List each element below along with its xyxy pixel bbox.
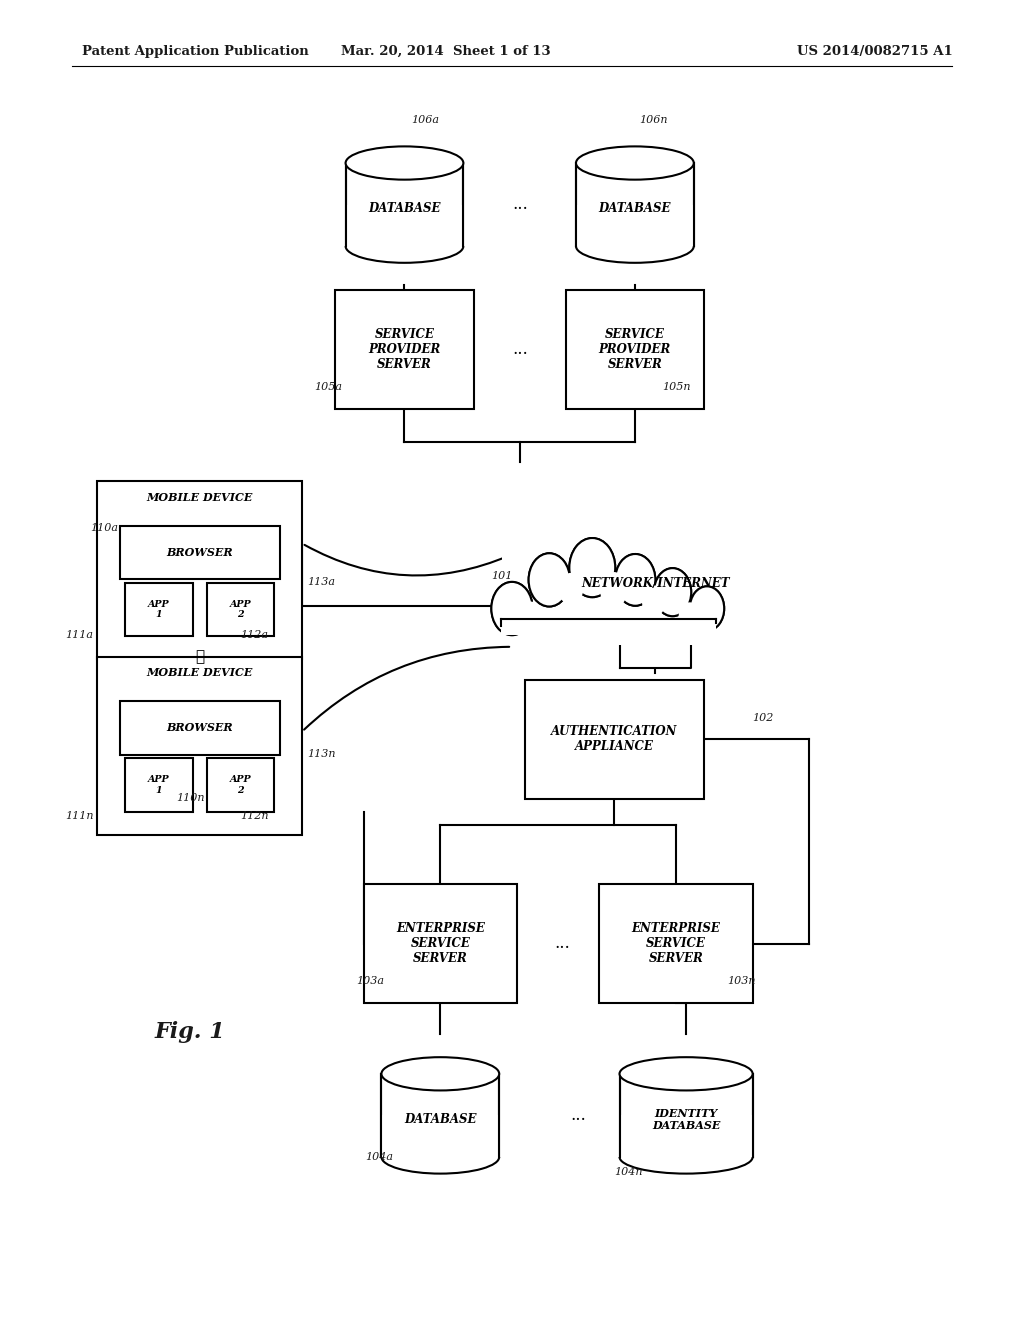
FancyBboxPatch shape xyxy=(336,290,473,409)
Ellipse shape xyxy=(575,147,694,180)
Circle shape xyxy=(569,539,615,597)
Circle shape xyxy=(615,554,655,606)
Text: DATABASE: DATABASE xyxy=(404,1113,476,1126)
Bar xyxy=(346,162,463,246)
Text: 111a: 111a xyxy=(66,630,93,640)
Text: 106a: 106a xyxy=(412,115,439,125)
FancyBboxPatch shape xyxy=(97,482,302,660)
FancyBboxPatch shape xyxy=(565,290,705,409)
Text: ...: ... xyxy=(512,342,528,358)
Text: 112a: 112a xyxy=(241,630,268,640)
Text: 113a: 113a xyxy=(307,577,335,587)
Ellipse shape xyxy=(575,230,694,263)
Ellipse shape xyxy=(381,1140,500,1173)
FancyBboxPatch shape xyxy=(125,758,193,812)
Text: 106n: 106n xyxy=(639,115,668,125)
Text: 110a: 110a xyxy=(90,523,118,533)
Bar xyxy=(498,570,719,645)
Circle shape xyxy=(528,553,570,606)
Ellipse shape xyxy=(345,230,463,263)
Text: APP
1: APP 1 xyxy=(147,599,170,619)
Text: 112n: 112n xyxy=(241,810,269,821)
Text: 105n: 105n xyxy=(663,381,691,392)
Text: SERVICE
PROVIDER
SERVER: SERVICE PROVIDER SERVER xyxy=(369,329,440,371)
Text: 113n: 113n xyxy=(307,748,336,759)
Bar xyxy=(502,544,716,645)
Text: US 2014/0082715 A1: US 2014/0082715 A1 xyxy=(797,45,952,58)
Text: 110n: 110n xyxy=(176,792,205,803)
Text: MOBILE DEVICE: MOBILE DEVICE xyxy=(146,668,253,678)
Text: 102: 102 xyxy=(753,713,774,723)
Circle shape xyxy=(642,585,666,616)
Text: Fig. 1: Fig. 1 xyxy=(154,1022,225,1043)
Text: ENTERPRISE
SERVICE
SERVER: ENTERPRISE SERVICE SERVER xyxy=(632,923,720,965)
Bar xyxy=(620,1074,753,1156)
Bar xyxy=(501,619,717,635)
Text: 105a: 105a xyxy=(314,381,342,392)
Text: ENTERPRISE
SERVICE
SERVER: ENTERPRISE SERVICE SERVER xyxy=(396,923,484,965)
Circle shape xyxy=(518,602,543,634)
FancyBboxPatch shape xyxy=(524,680,705,799)
Ellipse shape xyxy=(575,147,694,180)
Circle shape xyxy=(528,553,570,606)
Bar xyxy=(575,162,694,246)
Circle shape xyxy=(492,582,532,635)
Text: ...: ... xyxy=(512,197,528,213)
Text: APP
2: APP 2 xyxy=(229,599,252,619)
Text: 104a: 104a xyxy=(366,1151,393,1162)
Text: APP
1: APP 1 xyxy=(147,775,170,795)
Text: AUTHENTICATION
APPLIANCE: AUTHENTICATION APPLIANCE xyxy=(551,725,678,754)
Text: Patent Application Publication: Patent Application Publication xyxy=(82,45,308,58)
Text: 111n: 111n xyxy=(66,810,94,821)
Text: 103a: 103a xyxy=(356,975,384,986)
Circle shape xyxy=(600,572,628,607)
Ellipse shape xyxy=(381,1057,500,1090)
Circle shape xyxy=(558,573,583,605)
Text: Mar. 20, 2014  Sheet 1 of 13: Mar. 20, 2014 Sheet 1 of 13 xyxy=(341,45,550,58)
FancyBboxPatch shape xyxy=(120,525,280,579)
Bar xyxy=(620,1115,752,1156)
FancyBboxPatch shape xyxy=(599,884,753,1003)
Circle shape xyxy=(690,586,724,631)
Circle shape xyxy=(615,554,655,606)
Bar xyxy=(346,205,463,246)
Ellipse shape xyxy=(620,1057,753,1090)
Circle shape xyxy=(679,602,701,631)
FancyBboxPatch shape xyxy=(207,758,274,812)
Circle shape xyxy=(690,586,724,631)
FancyBboxPatch shape xyxy=(207,582,274,636)
FancyBboxPatch shape xyxy=(125,582,193,636)
Text: SERVICE
PROVIDER
SERVER: SERVICE PROVIDER SERVER xyxy=(599,329,671,371)
Text: IDENTITY
DATABASE: IDENTITY DATABASE xyxy=(652,1107,720,1131)
Bar xyxy=(620,628,691,668)
Ellipse shape xyxy=(345,147,463,180)
Text: ⋮: ⋮ xyxy=(196,651,204,664)
Text: 103n: 103n xyxy=(727,975,756,986)
FancyBboxPatch shape xyxy=(120,701,280,755)
Text: ...: ... xyxy=(554,936,570,952)
Text: 101: 101 xyxy=(492,570,513,581)
Bar xyxy=(577,205,693,246)
Text: ...: ... xyxy=(570,1107,587,1123)
Circle shape xyxy=(654,568,691,616)
FancyBboxPatch shape xyxy=(364,884,517,1003)
Ellipse shape xyxy=(620,1057,753,1090)
Text: MOBILE DEVICE: MOBILE DEVICE xyxy=(146,492,253,503)
Text: NETWORK/INTERNET: NETWORK/INTERNET xyxy=(581,577,730,590)
Text: DATABASE: DATABASE xyxy=(369,202,440,215)
FancyBboxPatch shape xyxy=(97,657,302,836)
Text: APP
2: APP 2 xyxy=(229,775,252,795)
Text: DATABASE: DATABASE xyxy=(599,202,671,215)
Text: BROWSER: BROWSER xyxy=(166,722,233,734)
Ellipse shape xyxy=(345,147,463,180)
Circle shape xyxy=(569,539,615,597)
Circle shape xyxy=(492,582,532,635)
Ellipse shape xyxy=(620,1140,753,1173)
Circle shape xyxy=(654,568,691,616)
Text: BROWSER: BROWSER xyxy=(166,546,233,558)
Text: 104n: 104n xyxy=(614,1167,643,1177)
Bar xyxy=(382,1115,499,1156)
Bar xyxy=(381,1074,500,1156)
Ellipse shape xyxy=(381,1057,500,1090)
